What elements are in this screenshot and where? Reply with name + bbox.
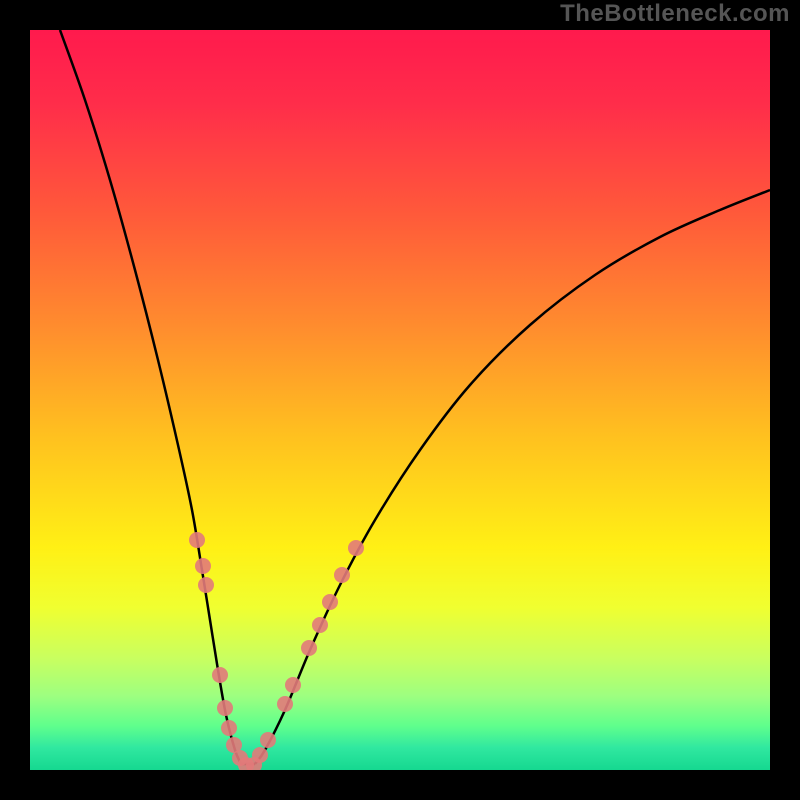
data-marker — [334, 567, 350, 583]
plot-background — [30, 30, 770, 770]
data-marker — [260, 732, 276, 748]
data-marker — [221, 720, 237, 736]
data-marker — [198, 577, 214, 593]
watermark-text: TheBottleneck.com — [560, 0, 790, 28]
data-marker — [189, 532, 205, 548]
data-marker — [322, 594, 338, 610]
chart-root: TheBottleneck.com — [0, 0, 800, 800]
data-marker — [285, 677, 301, 693]
data-marker — [277, 696, 293, 712]
data-marker — [348, 540, 364, 556]
data-marker — [301, 640, 317, 656]
plot-area — [30, 30, 770, 770]
data-marker — [217, 700, 233, 716]
data-marker — [212, 667, 228, 683]
data-marker — [312, 617, 328, 633]
data-marker — [252, 747, 268, 763]
data-marker — [195, 558, 211, 574]
